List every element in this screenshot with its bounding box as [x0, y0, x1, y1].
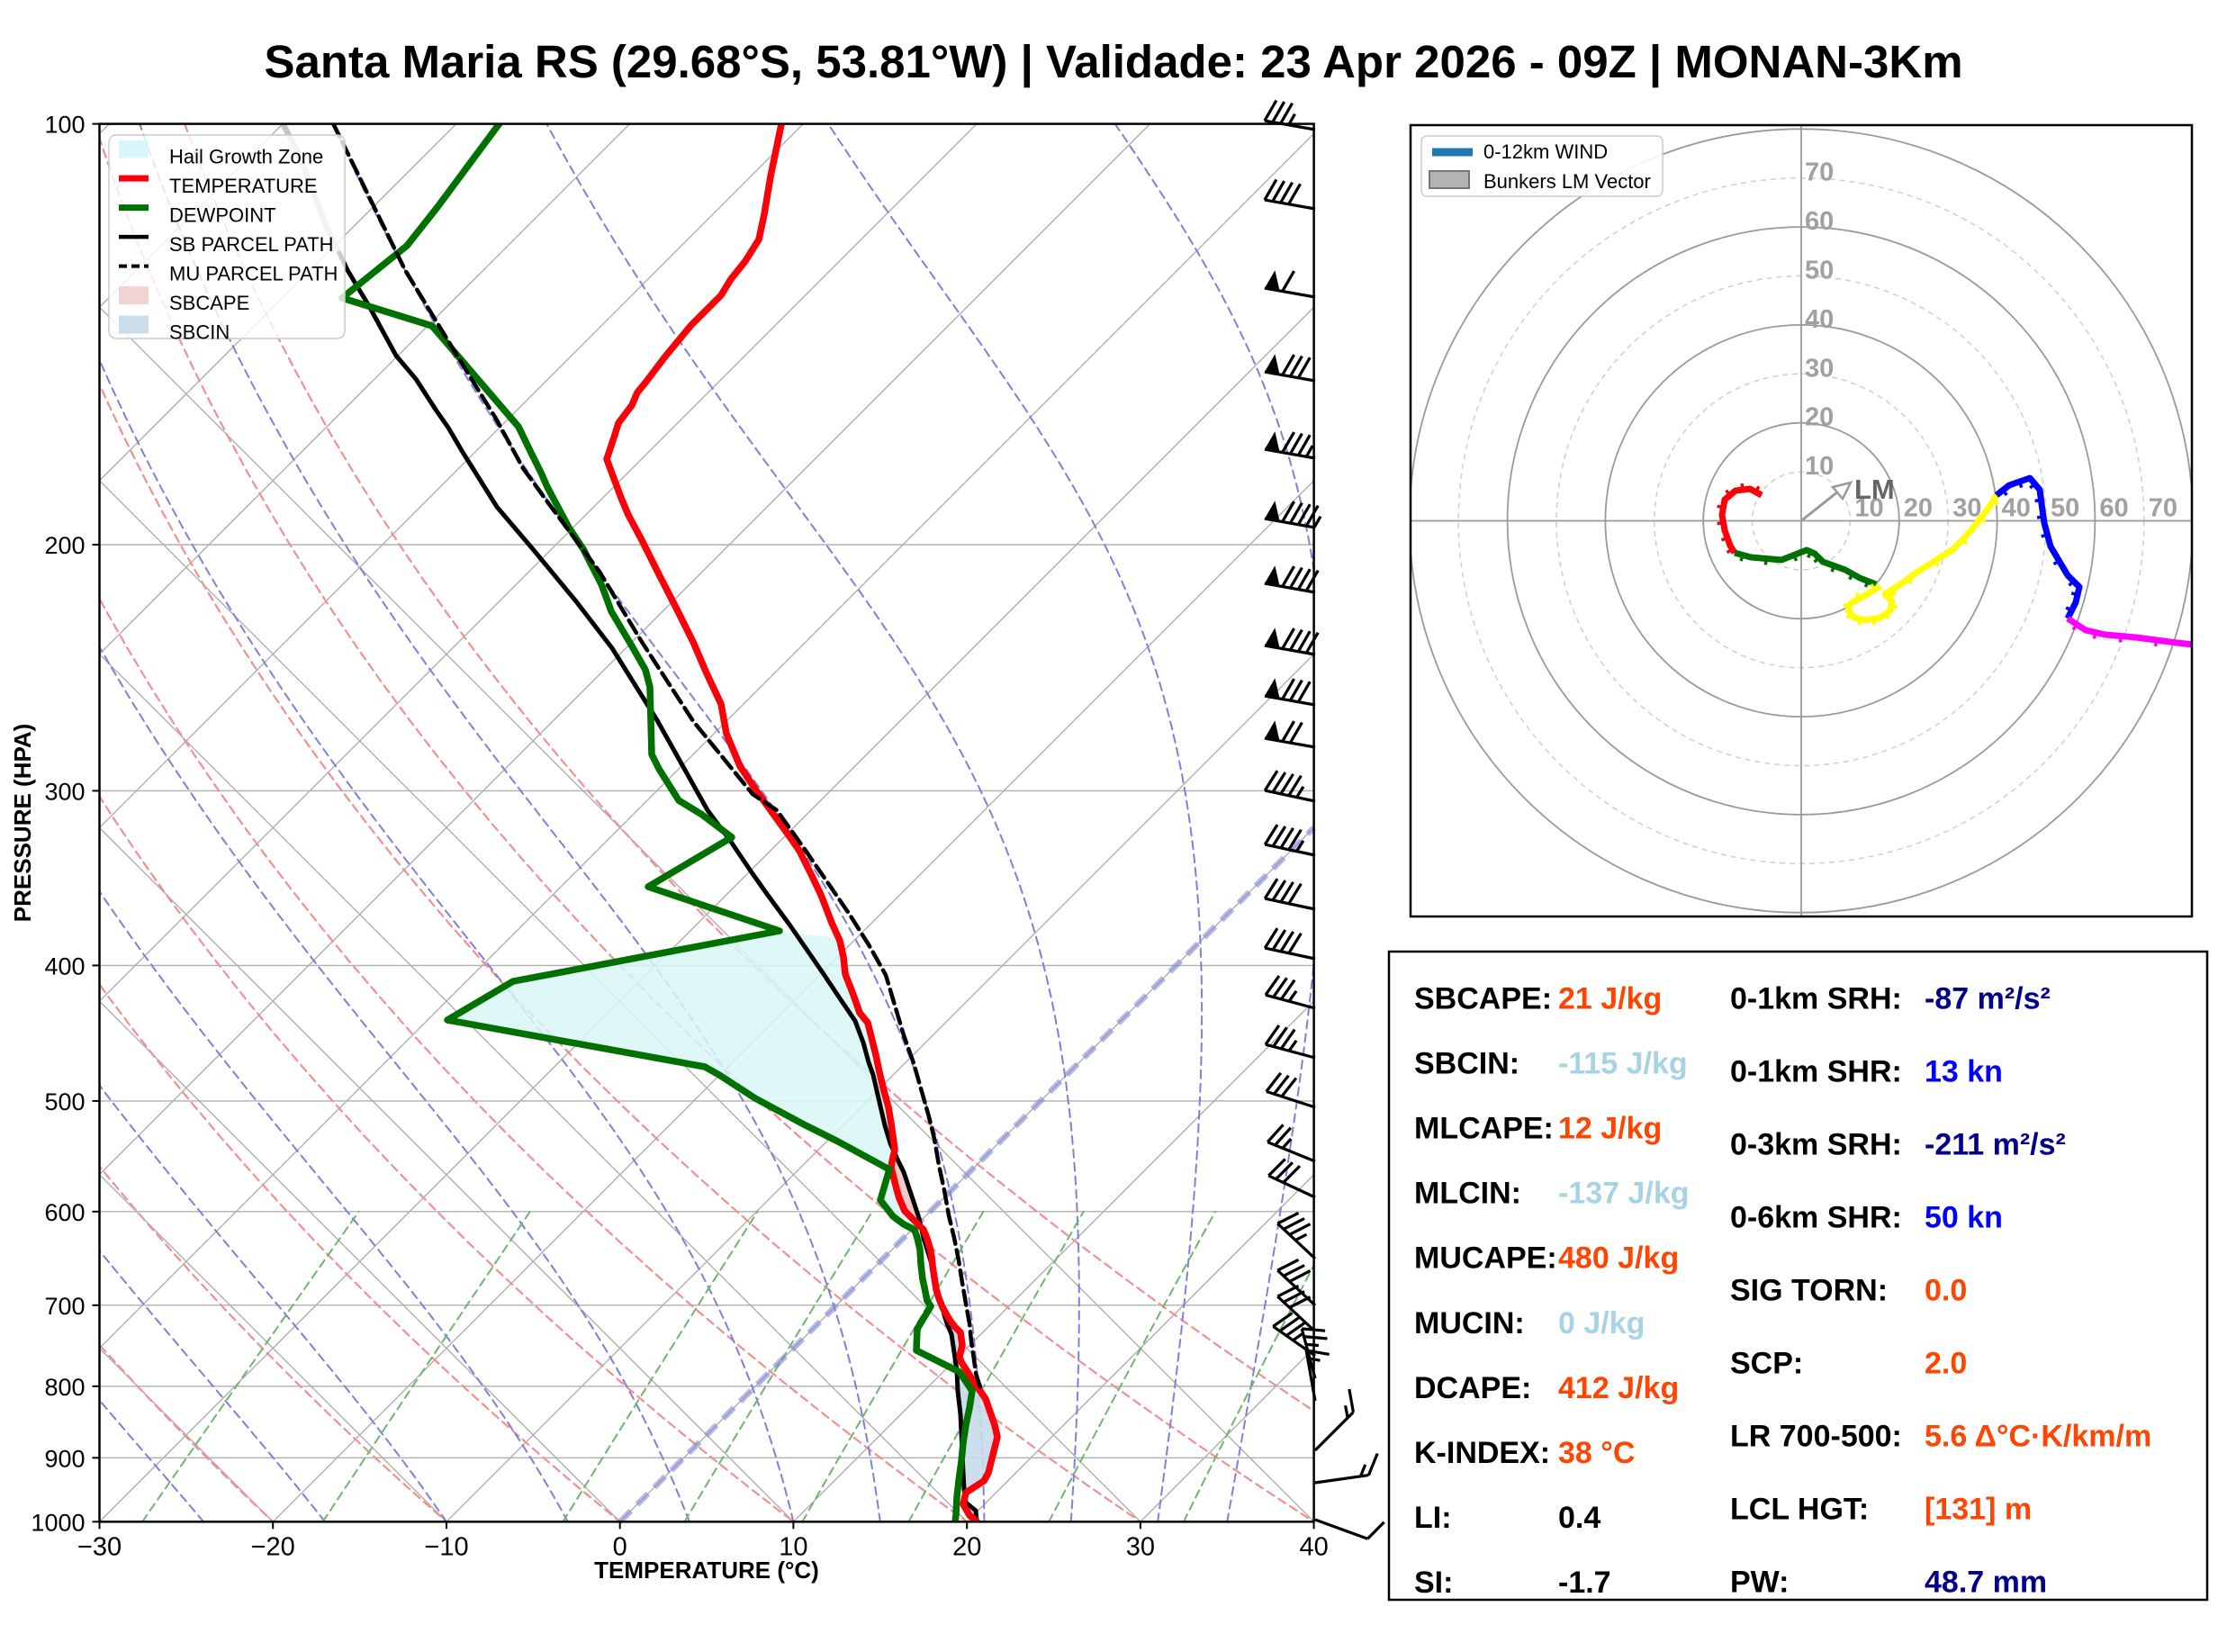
svg-text:50 kn: 50 kn: [1925, 1201, 2003, 1235]
svg-text:MU PARCEL PATH: MU PARCEL PATH: [169, 263, 338, 285]
svg-text:-115 J/kg: -115 J/kg: [1558, 1047, 1688, 1081]
svg-text:30: 30: [1805, 354, 1834, 383]
svg-text:0 J/kg: 0 J/kg: [1558, 1306, 1645, 1341]
svg-text:30: 30: [1126, 1532, 1155, 1561]
svg-text:21 J/kg: 21 J/kg: [1558, 982, 1662, 1016]
svg-text:-137 J/kg: -137 J/kg: [1558, 1177, 1690, 1211]
svg-text:500: 500: [44, 1088, 85, 1115]
svg-text:SBCIN: SBCIN: [169, 321, 230, 344]
svg-text:MUCAPE:: MUCAPE:: [1414, 1241, 1557, 1276]
svg-text:40: 40: [2002, 494, 2031, 523]
svg-text:40: 40: [1805, 305, 1834, 334]
svg-text:60: 60: [2099, 494, 2128, 523]
svg-text:MLCAPE:: MLCAPE:: [1414, 1112, 1554, 1146]
svg-text:SBCIN:: SBCIN:: [1414, 1047, 1519, 1081]
svg-text:Santa Maria RS (29.68°S, 53.81: Santa Maria RS (29.68°S, 53.81°W) | Vali…: [264, 36, 1962, 88]
svg-text:800: 800: [44, 1374, 85, 1401]
svg-text:-211 m²/s²: -211 m²/s²: [1925, 1128, 2066, 1162]
svg-text:SIG TORN:: SIG TORN:: [1730, 1274, 1888, 1308]
svg-text:0: 0: [613, 1532, 627, 1561]
svg-text:LCL HGT:: LCL HGT:: [1730, 1493, 1869, 1527]
svg-text:40: 40: [1299, 1532, 1328, 1561]
svg-text:700: 700: [44, 1293, 85, 1320]
svg-text:DCAPE:: DCAPE:: [1414, 1371, 1531, 1405]
svg-text:SBCAPE:: SBCAPE:: [1414, 982, 1552, 1016]
svg-text:0-1km SRH:: 0-1km SRH:: [1730, 982, 1902, 1016]
svg-text:SB PARCEL PATH: SB PARCEL PATH: [169, 233, 334, 256]
svg-text:70: 70: [1805, 158, 1834, 187]
svg-text:50: 50: [2051, 494, 2079, 523]
svg-text:20: 20: [1805, 403, 1834, 432]
svg-text:38 °C: 38 °C: [1558, 1436, 1635, 1470]
svg-text:1000: 1000: [31, 1509, 85, 1536]
svg-text:0.0: 0.0: [1925, 1274, 1967, 1308]
svg-text:200: 200: [44, 532, 85, 559]
svg-text:20: 20: [1904, 494, 1933, 523]
svg-text:Bunkers LM Vector: Bunkers LM Vector: [1483, 170, 1651, 193]
svg-text:MUCIN:: MUCIN:: [1414, 1306, 1525, 1341]
svg-text:412 J/kg: 412 J/kg: [1558, 1371, 1679, 1405]
svg-text:−20: −20: [251, 1532, 295, 1561]
svg-text:13 kn: 13 kn: [1925, 1055, 2003, 1089]
svg-text:SBCAPE: SBCAPE: [169, 292, 249, 314]
svg-text:480 J/kg: 480 J/kg: [1558, 1241, 1679, 1276]
svg-text:600: 600: [44, 1199, 85, 1226]
svg-text:10: 10: [1805, 452, 1834, 481]
svg-text:K-INDEX:: K-INDEX:: [1414, 1436, 1550, 1470]
svg-text:0-1km SHR:: 0-1km SHR:: [1730, 1055, 1902, 1089]
svg-text:SI:: SI:: [1414, 1566, 1453, 1600]
svg-text:5.6 Δ°C·K/km/m: 5.6 Δ°C·K/km/m: [1925, 1420, 2151, 1454]
svg-text:MLCIN:: MLCIN:: [1414, 1177, 1521, 1211]
svg-text:LM: LM: [1854, 474, 1895, 505]
svg-text:−30: −30: [77, 1532, 122, 1561]
svg-text:TEMPERATURE (°C): TEMPERATURE (°C): [594, 1557, 819, 1584]
svg-text:900: 900: [44, 1445, 85, 1472]
svg-text:-87 m²/s²: -87 m²/s²: [1925, 982, 2051, 1016]
svg-text:300: 300: [44, 778, 85, 805]
svg-text:0.4: 0.4: [1558, 1501, 1600, 1535]
svg-text:50: 50: [1805, 257, 1834, 285]
svg-text:70: 70: [2149, 494, 2177, 523]
svg-text:DEWPOINT: DEWPOINT: [169, 204, 276, 227]
svg-text:2.0: 2.0: [1925, 1347, 1967, 1381]
svg-text:0-12km WIND: 0-12km WIND: [1483, 140, 1608, 163]
svg-text:10: 10: [1854, 494, 1883, 523]
svg-text:400: 400: [44, 952, 85, 979]
svg-text:−10: −10: [424, 1532, 468, 1561]
svg-text:LI:: LI:: [1414, 1501, 1452, 1535]
svg-text:10: 10: [779, 1532, 807, 1561]
svg-text:[131] m: [131] m: [1925, 1493, 2032, 1527]
svg-text:SCP:: SCP:: [1730, 1347, 1803, 1381]
svg-text:12 J/kg: 12 J/kg: [1558, 1112, 1662, 1146]
svg-text:Hail Growth Zone: Hail Growth Zone: [169, 146, 323, 168]
svg-text:60: 60: [1805, 207, 1834, 236]
svg-text:0-3km SRH:: 0-3km SRH:: [1730, 1128, 1902, 1162]
svg-text:100: 100: [44, 112, 85, 139]
svg-text:PRESSURE (HPA): PRESSURE (HPA): [9, 724, 36, 923]
svg-text:20: 20: [952, 1532, 981, 1561]
svg-text:TEMPERATURE: TEMPERATURE: [169, 175, 318, 197]
svg-text:48.7 mm: 48.7 mm: [1925, 1566, 2047, 1600]
svg-text:PW:: PW:: [1730, 1566, 1789, 1600]
svg-text:30: 30: [1952, 494, 1981, 523]
svg-text:-1.7: -1.7: [1558, 1566, 1611, 1600]
svg-text:0-6km SHR:: 0-6km SHR:: [1730, 1201, 1902, 1235]
svg-text:LR 700-500:: LR 700-500:: [1730, 1420, 1902, 1454]
